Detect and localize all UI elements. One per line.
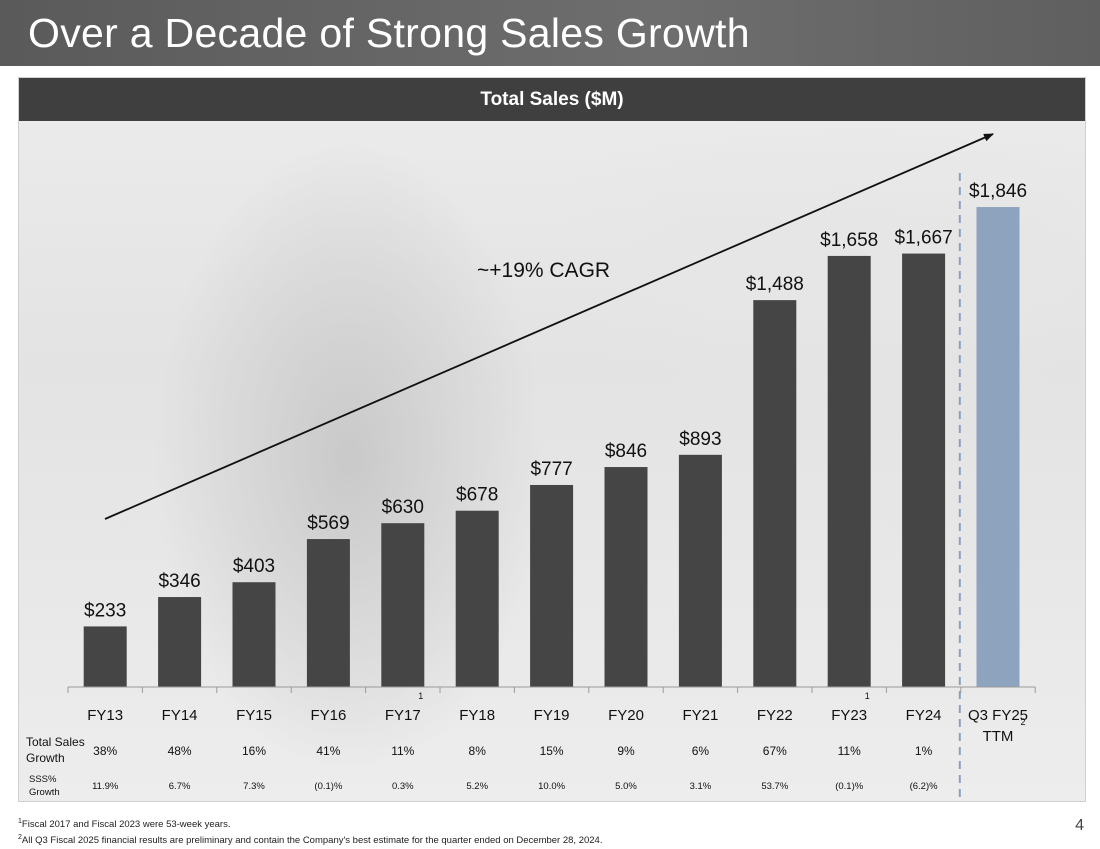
data-label: $346 <box>158 571 200 592</box>
title-bar: Over a Decade of Strong Sales Growth <box>0 0 1100 66</box>
total-sales-growth-value: 1% <box>915 744 933 758</box>
footnote-marker: 1 <box>418 691 423 701</box>
tick-label: FY15 <box>236 707 272 724</box>
tick-label: FY16 <box>310 707 346 724</box>
total-sales-growth-value: 48% <box>168 744 192 758</box>
bar-q3-fy25-ttm <box>976 207 1020 688</box>
footnotes: 1Fiscal 2017 and Fiscal 2023 were 53-wee… <box>18 815 602 847</box>
cagr-annotation: ~+19% CAGR <box>477 259 610 282</box>
bar-fy15 <box>232 582 276 687</box>
data-label: $403 <box>233 556 275 577</box>
data-label: $1,846 <box>969 181 1027 202</box>
tick-label: FY23 <box>831 707 867 724</box>
chart-title: Total Sales ($M) <box>19 78 1085 121</box>
sss-growth-value: 53.7% <box>761 781 788 792</box>
sss-growth-value: 0.3% <box>392 781 414 792</box>
sss-growth-value: 10.0% <box>538 781 565 792</box>
cagr-trend-arrow <box>104 133 994 520</box>
tick-label: FY20 <box>608 707 644 724</box>
sss-growth-value: (0.1)% <box>314 781 343 792</box>
data-label: $678 <box>456 485 498 506</box>
bar-fy20 <box>604 467 648 687</box>
footnote-marker: 1 <box>865 691 870 701</box>
sss-growth-value: 7.3% <box>243 781 265 792</box>
bar-fy24 <box>902 253 946 687</box>
tick-label: Q3 FY25 <box>968 707 1028 724</box>
tick-label: FY24 <box>906 707 942 724</box>
bar-fy14 <box>158 597 202 687</box>
sss-growth-value: (6.2)% <box>910 781 939 792</box>
chart-panel: Total Sales ($M) $233 $346 $403 $569 $630 $67… <box>18 77 1086 802</box>
tick-label: FY19 <box>534 707 570 724</box>
row-label: Growth <box>26 751 65 765</box>
tick-label: FY18 <box>459 707 495 724</box>
tick-label: FY22 <box>757 707 793 724</box>
bar-fy22 <box>753 300 797 687</box>
total-sales-growth-value: 11% <box>391 744 414 758</box>
total-sales-growth-value: 9% <box>617 744 635 758</box>
data-label: $1,488 <box>746 274 804 295</box>
row-label: Growth <box>29 787 60 798</box>
data-label: $1,658 <box>820 230 878 251</box>
total-sales-growth-value: 11% <box>838 744 861 758</box>
footnote-marker: 2 <box>1020 717 1025 727</box>
total-sales-growth-value: 8% <box>469 744 487 758</box>
page-title: Over a Decade of Strong Sales Growth <box>28 10 750 56</box>
sss-growth-value: 5.0% <box>615 781 637 792</box>
total-sales-growth-value: 15% <box>540 744 564 758</box>
tick-label: FY17 <box>385 707 421 724</box>
sss-growth-value: 11.9% <box>92 781 119 792</box>
data-label: $1,667 <box>895 228 953 249</box>
sss-growth-value: (0.1)% <box>835 781 864 792</box>
sss-growth-value: 6.7% <box>169 781 191 792</box>
data-label: $233 <box>84 600 126 621</box>
sss-growth-value: 5.2% <box>466 781 488 792</box>
data-label: $630 <box>382 497 424 518</box>
bar-fy16 <box>306 539 350 687</box>
total-sales-growth-value: 6% <box>692 744 710 758</box>
tick-label: TTM <box>983 728 1014 745</box>
data-label: $569 <box>307 513 349 534</box>
bar-fy18 <box>455 510 499 687</box>
sales-bar-chart: $233 $346 $403 $569 $630 $678 $777 $846 $893 $1,4… <box>26 133 1036 801</box>
data-label: $893 <box>679 429 721 450</box>
bar-fy17 <box>381 523 425 687</box>
bar-fy21 <box>678 454 722 687</box>
total-sales-growth-value: 38% <box>93 744 117 758</box>
total-sales-growth-value: 67% <box>763 744 787 758</box>
sss-growth-value: 3.1% <box>690 781 712 792</box>
page-number: 4 <box>1075 817 1084 834</box>
footnote-2: 2All Q3 Fiscal 2025 financial results ar… <box>18 834 603 847</box>
bar-fy13 <box>83 626 127 687</box>
footnote-1: 1Fiscal 2017 and Fiscal 2023 were 53-wee… <box>18 818 231 831</box>
total-sales-growth-value: 16% <box>242 744 266 758</box>
tick-label: FY13 <box>87 707 123 724</box>
bar-fy19 <box>530 484 574 687</box>
data-label: $777 <box>530 459 572 480</box>
tick-label: FY14 <box>162 707 198 724</box>
row-label: Total Sales <box>26 735 85 749</box>
row-label: SSS% <box>29 774 57 785</box>
bar-fy23 <box>827 255 871 688</box>
tick-label: FY21 <box>682 707 718 724</box>
total-sales-growth-value: 41% <box>316 744 340 758</box>
data-label: $846 <box>605 441 647 462</box>
